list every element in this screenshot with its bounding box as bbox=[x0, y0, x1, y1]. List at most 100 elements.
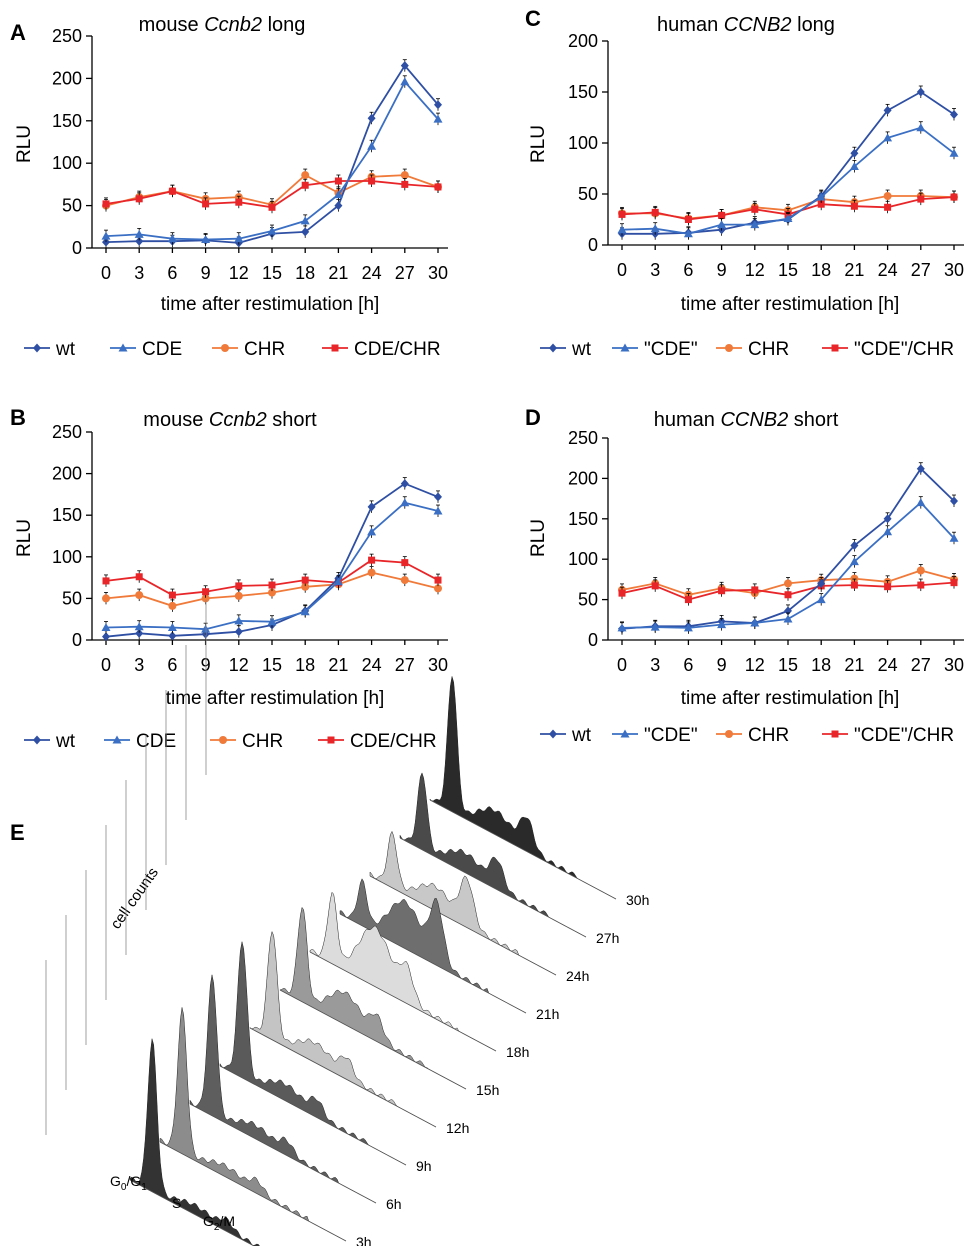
data-point bbox=[400, 576, 409, 585]
timepoint-label: 15h bbox=[476, 1082, 499, 1098]
legend-entry: wt bbox=[24, 731, 76, 752]
series-line bbox=[105, 482, 439, 638]
y-tick-label: 150 bbox=[568, 509, 598, 529]
data-point bbox=[201, 594, 210, 603]
phase-label-s: S bbox=[172, 1195, 181, 1211]
series-triangle bbox=[101, 75, 443, 246]
data-point bbox=[816, 595, 826, 604]
data-point bbox=[301, 181, 309, 189]
data-point bbox=[367, 141, 377, 150]
timepoint-label: 18h bbox=[506, 1044, 529, 1060]
x-tick-label: 27 bbox=[395, 263, 415, 283]
x-tick-label: 12 bbox=[229, 655, 249, 675]
data-point bbox=[816, 192, 826, 201]
data-point bbox=[850, 581, 858, 589]
chart-title-a-suffix: long bbox=[262, 14, 305, 36]
x-tick-label: 12 bbox=[745, 260, 765, 280]
histogram-baseline bbox=[279, 989, 467, 1090]
data-point bbox=[849, 557, 859, 566]
cell-counts-label: cell counts bbox=[107, 864, 162, 932]
chart-title-a-italic: Ccnb2 bbox=[204, 14, 262, 36]
histogram-baseline bbox=[369, 875, 557, 976]
data-point bbox=[750, 618, 760, 627]
timepoint-label: 6h bbox=[386, 1196, 402, 1212]
chart-title-c: human CCNB2 long bbox=[657, 14, 835, 36]
x-tick-label: 15 bbox=[262, 263, 282, 283]
data-point bbox=[684, 216, 692, 223]
data-point bbox=[367, 568, 376, 577]
data-point bbox=[883, 105, 892, 115]
data-point bbox=[849, 161, 859, 170]
data-point bbox=[434, 100, 442, 110]
y-tick-label: 200 bbox=[568, 468, 598, 488]
legend-entry: CDE bbox=[104, 731, 176, 752]
x-tick-label: 6 bbox=[167, 263, 177, 283]
data-point bbox=[917, 195, 925, 203]
x-tick-label: 3 bbox=[134, 263, 144, 283]
data-point bbox=[617, 225, 627, 234]
x-tick-label: 21 bbox=[328, 263, 348, 283]
data-point bbox=[917, 581, 925, 589]
x-tick-label: 12 bbox=[745, 655, 765, 675]
x-tick-label: 30 bbox=[428, 655, 448, 675]
x-axis-label-b: time after restimulation [h] bbox=[166, 688, 385, 709]
legend-marker bbox=[219, 736, 227, 744]
timepoint-label: 3h bbox=[356, 1234, 372, 1246]
series-triangle bbox=[617, 121, 959, 240]
data-point bbox=[916, 464, 925, 474]
chart-title-d-italic: CCNB2 bbox=[720, 409, 788, 431]
y-tick-label: 0 bbox=[588, 630, 598, 650]
legend-marker bbox=[620, 343, 630, 352]
legend-entry: CHR bbox=[716, 725, 789, 746]
data-point bbox=[784, 579, 792, 588]
chart-title-b-suffix: short bbox=[267, 409, 317, 431]
data-point bbox=[234, 234, 244, 243]
phase-label-g2m: G2/M bbox=[203, 1213, 235, 1233]
legend-marker bbox=[620, 729, 630, 738]
x-tick-label: 0 bbox=[101, 655, 111, 675]
data-point bbox=[333, 190, 343, 199]
phase-label-g0g1-slash: /G bbox=[126, 1173, 141, 1189]
legend-label: "CDE"/CHR bbox=[854, 725, 954, 746]
data-point bbox=[949, 148, 959, 157]
histogram-baseline bbox=[219, 1065, 407, 1166]
data-point bbox=[916, 498, 926, 507]
legend-entry: CHR bbox=[212, 339, 285, 360]
data-point bbox=[268, 581, 276, 589]
data-point bbox=[168, 601, 177, 610]
data-point bbox=[434, 183, 442, 191]
legend-entry: wt bbox=[540, 725, 592, 746]
series-line bbox=[105, 80, 439, 241]
data-point bbox=[949, 533, 959, 542]
legend-label: CDE bbox=[142, 339, 182, 360]
data-point bbox=[883, 192, 892, 201]
chart-title-d-suffix: short bbox=[788, 409, 838, 431]
histogram-baseline bbox=[129, 1179, 255, 1246]
x-axis-label-a: time after restimulation [h] bbox=[161, 294, 380, 315]
data-point bbox=[400, 479, 409, 489]
legend-label: CHR bbox=[748, 725, 789, 746]
data-point bbox=[301, 582, 310, 591]
y-tick-label: 100 bbox=[568, 549, 598, 569]
data-point bbox=[401, 180, 409, 188]
data-point bbox=[434, 584, 442, 593]
chart-title-c-italic: CCNB2 bbox=[724, 14, 792, 36]
y-tick-label: 100 bbox=[52, 153, 82, 173]
chart-title-d: human CCNB2 short bbox=[654, 409, 839, 431]
data-point bbox=[684, 596, 692, 604]
series-triangle bbox=[617, 496, 959, 634]
y-axis-label-d: RLU bbox=[528, 519, 549, 557]
data-point bbox=[300, 216, 310, 225]
data-point bbox=[751, 586, 759, 594]
plot-area-c: 0 50 100 150 200 0 3 6 9 12 15 18 21 24 27 30 bbox=[568, 31, 964, 280]
x-tick-label: 15 bbox=[778, 655, 798, 675]
data-point bbox=[950, 193, 958, 201]
legend-marker bbox=[118, 343, 128, 352]
x-tick-label: 21 bbox=[328, 655, 348, 675]
timepoint-label: 21h bbox=[536, 1006, 559, 1022]
data-point bbox=[817, 200, 825, 208]
data-point bbox=[301, 171, 310, 180]
data-point bbox=[883, 514, 892, 524]
data-point bbox=[400, 77, 410, 86]
x-tick-label: 3 bbox=[650, 260, 660, 280]
